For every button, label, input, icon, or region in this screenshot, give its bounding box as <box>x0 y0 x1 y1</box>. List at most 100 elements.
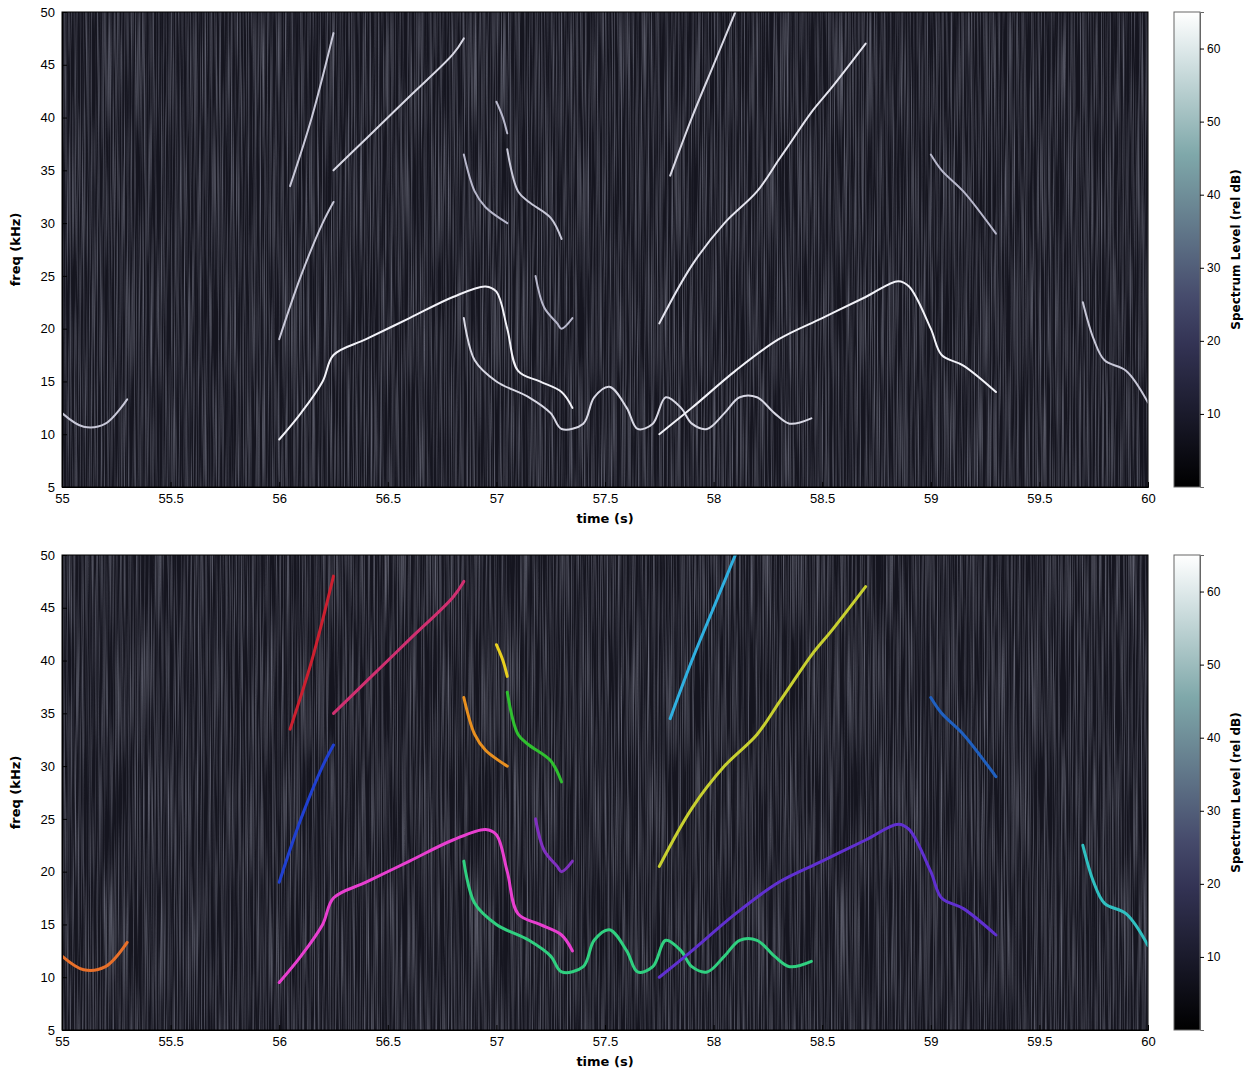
whistle-contour <box>279 745 333 882</box>
y-tick-label: 20 <box>41 864 55 879</box>
y-axis-title: freq (kHz) <box>8 213 23 287</box>
contours <box>62 12 1148 440</box>
colorbar-tick: 60 <box>1200 42 1221 56</box>
colorbar-tick-mark <box>1200 414 1204 415</box>
colorbar-axis-line <box>1201 556 1205 1031</box>
x-tick-mark <box>822 1025 823 1030</box>
whistle-contour <box>507 149 561 239</box>
x-axis-line <box>63 1025 1149 1031</box>
colorbar-axis: 102030405060 <box>1200 556 1221 1031</box>
x-tick-label: 55.5 <box>158 1034 183 1049</box>
whistle-contour <box>535 276 572 329</box>
y-tick-label: 10 <box>41 427 55 442</box>
y-tick-mark <box>62 713 67 714</box>
y-tick-label: 50 <box>41 548 55 563</box>
colorbar-tick-mark <box>1200 738 1204 739</box>
y-tick-label: 10 <box>41 970 55 985</box>
x-tick-mark <box>714 482 715 487</box>
x-tick-label: 55.5 <box>158 491 183 506</box>
x-tick-label: 60 <box>1141 491 1155 506</box>
colorbar-tick-mark <box>1200 957 1204 958</box>
y-tick: 10 <box>41 970 67 985</box>
colorbar-tick-label: 40 <box>1207 188 1221 202</box>
colorbar-tick-mark <box>1200 268 1204 269</box>
colorbar-tick-label: 10 <box>1207 950 1221 964</box>
x-tick-label: 56.5 <box>376 491 401 506</box>
colorbar-tick: 50 <box>1200 115 1221 129</box>
y-tick-mark <box>62 170 67 171</box>
colorbar-tick: 20 <box>1200 334 1221 348</box>
y-tick-label: 40 <box>41 110 55 125</box>
x-tick: 56.5 <box>376 482 401 506</box>
y-tick-mark <box>62 1030 67 1031</box>
whistle-contour <box>507 692 561 782</box>
x-tick-label: 59.5 <box>1027 491 1052 506</box>
x-tick: 56 <box>272 1025 286 1049</box>
whistle-contour <box>659 587 865 867</box>
panel: 5555.55656.55757.55858.55959.56051015202… <box>8 5 1243 526</box>
y-axis: 5101520253035404550 <box>41 5 67 495</box>
y-tick-mark <box>62 608 67 609</box>
colorbar-title: Spectrum Level (rel dB) <box>1229 712 1243 872</box>
x-tick: 59.5 <box>1027 482 1052 506</box>
y-tick-label: 30 <box>41 759 55 774</box>
whistle-contour <box>1083 302 1148 402</box>
colorbar-tick-label: 30 <box>1207 261 1221 275</box>
whistle-contour <box>496 102 507 134</box>
plot-background <box>62 555 1148 1030</box>
x-axis: 5555.55656.55757.55858.55959.560 <box>55 1025 1155 1049</box>
y-tick: 40 <box>41 110 67 125</box>
x-tick: 56 <box>272 482 286 506</box>
x-tick-label: 57.5 <box>593 1034 618 1049</box>
y-tick-mark <box>62 434 67 435</box>
y-tick-mark <box>62 977 67 978</box>
x-tick-mark <box>1039 1025 1040 1030</box>
x-tick: 58 <box>707 482 721 506</box>
plot-background <box>62 12 1148 487</box>
x-tick: 59 <box>924 482 938 506</box>
whistle-contour <box>670 555 735 719</box>
whistle-contour <box>334 38 464 170</box>
whistle-contour <box>931 698 996 777</box>
y-tick-label: 20 <box>41 321 55 336</box>
whistle-contour <box>1083 845 1148 945</box>
x-tick: 57.5 <box>593 1025 618 1049</box>
x-tick-mark <box>171 1025 172 1030</box>
figure: 5555.55656.55757.55858.55959.56051015202… <box>0 0 1254 1073</box>
x-tick: 60 <box>1141 482 1155 506</box>
x-tick-label: 57 <box>490 1034 504 1049</box>
whistle-contour <box>464 861 812 973</box>
whistle-contour <box>464 155 507 224</box>
whistle-contour <box>496 645 507 677</box>
x-tick-mark <box>1148 482 1149 487</box>
x-tick-mark <box>605 482 606 487</box>
whistle-contour <box>659 281 996 434</box>
y-axis-title: freq (kHz) <box>8 756 23 830</box>
plot-frame <box>62 555 1148 1030</box>
whistle-contour <box>290 33 333 186</box>
x-tick-mark <box>931 482 932 487</box>
y-tick-label: 30 <box>41 216 55 231</box>
whistle-contour <box>464 698 507 767</box>
colorbar-tick: 20 <box>1200 877 1221 891</box>
y-tick-label: 50 <box>41 5 55 20</box>
y-tick-label: 35 <box>41 706 55 721</box>
colorbar-tick: 10 <box>1200 950 1221 964</box>
x-tick: 58.5 <box>810 1025 835 1049</box>
y-tick: 50 <box>41 5 67 20</box>
whistle-contour <box>670 12 735 176</box>
x-tick-label: 56 <box>272 1034 286 1049</box>
colorbar-tick: 30 <box>1200 804 1221 818</box>
colorbar <box>1174 555 1200 1030</box>
x-tick-label: 59 <box>924 491 938 506</box>
colorbar-tick-mark <box>1200 195 1204 196</box>
x-tick: 58.5 <box>810 482 835 506</box>
x-tick-mark <box>279 1025 280 1030</box>
x-tick-mark <box>171 482 172 487</box>
x-tick-label: 58.5 <box>810 491 835 506</box>
y-tick: 15 <box>41 917 67 932</box>
colorbar-tick-mark <box>1200 122 1204 123</box>
x-tick-label: 60 <box>1141 1034 1155 1049</box>
x-tick: 59.5 <box>1027 1025 1052 1049</box>
x-tick-label: 57 <box>490 491 504 506</box>
